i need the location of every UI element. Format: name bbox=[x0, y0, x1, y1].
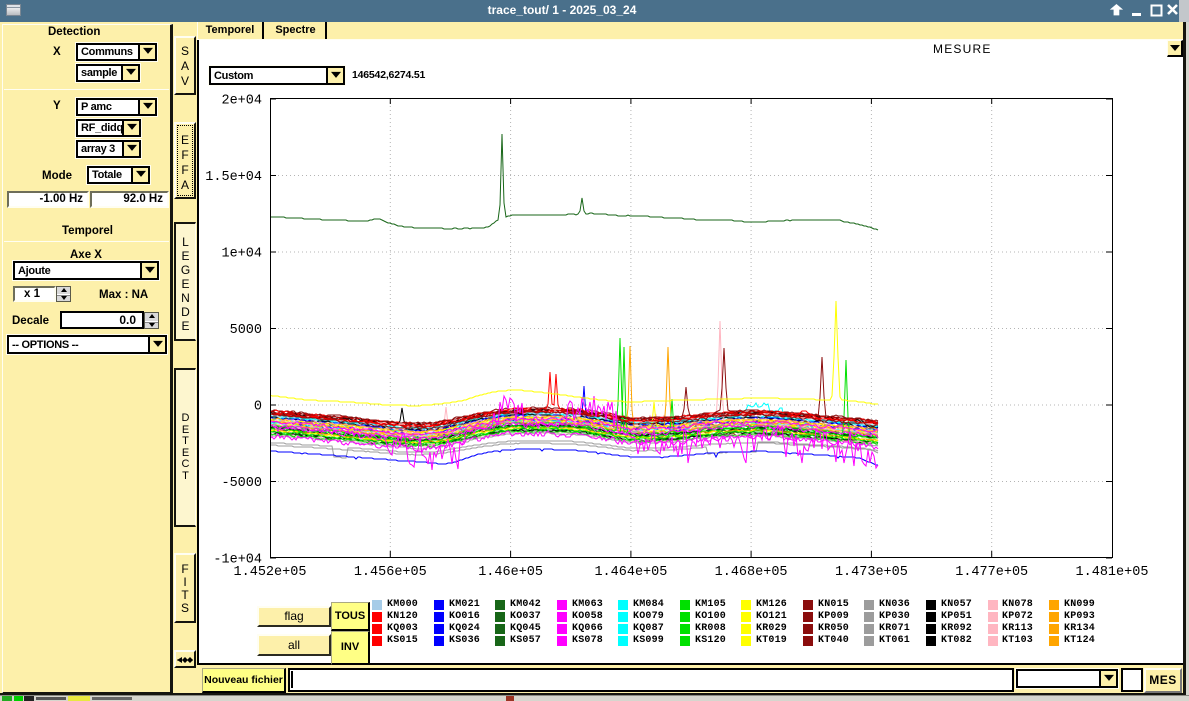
svg-text:5000: 5000 bbox=[230, 323, 262, 338]
svg-text:1.5e+04: 1.5e+04 bbox=[205, 170, 262, 185]
svg-text:1.46e+05: 1.46e+05 bbox=[478, 565, 543, 580]
svg-text:1.477e+05: 1.477e+05 bbox=[955, 565, 1028, 580]
svg-text:0: 0 bbox=[254, 400, 262, 415]
svg-text:1e+04: 1e+04 bbox=[221, 247, 262, 262]
svg-text:1.456e+05: 1.456e+05 bbox=[354, 565, 427, 580]
svg-text:-1e+04: -1e+04 bbox=[213, 553, 262, 568]
svg-text:1.452e+05: 1.452e+05 bbox=[234, 565, 307, 580]
svg-text:1.468e+05: 1.468e+05 bbox=[715, 565, 788, 580]
svg-text:1.464e+05: 1.464e+05 bbox=[594, 565, 667, 580]
svg-text:1.473e+05: 1.473e+05 bbox=[835, 565, 908, 580]
svg-text:-5000: -5000 bbox=[221, 476, 262, 491]
svg-text:2e+04: 2e+04 bbox=[221, 94, 262, 109]
svg-text:1.481e+05: 1.481e+05 bbox=[1076, 565, 1149, 580]
